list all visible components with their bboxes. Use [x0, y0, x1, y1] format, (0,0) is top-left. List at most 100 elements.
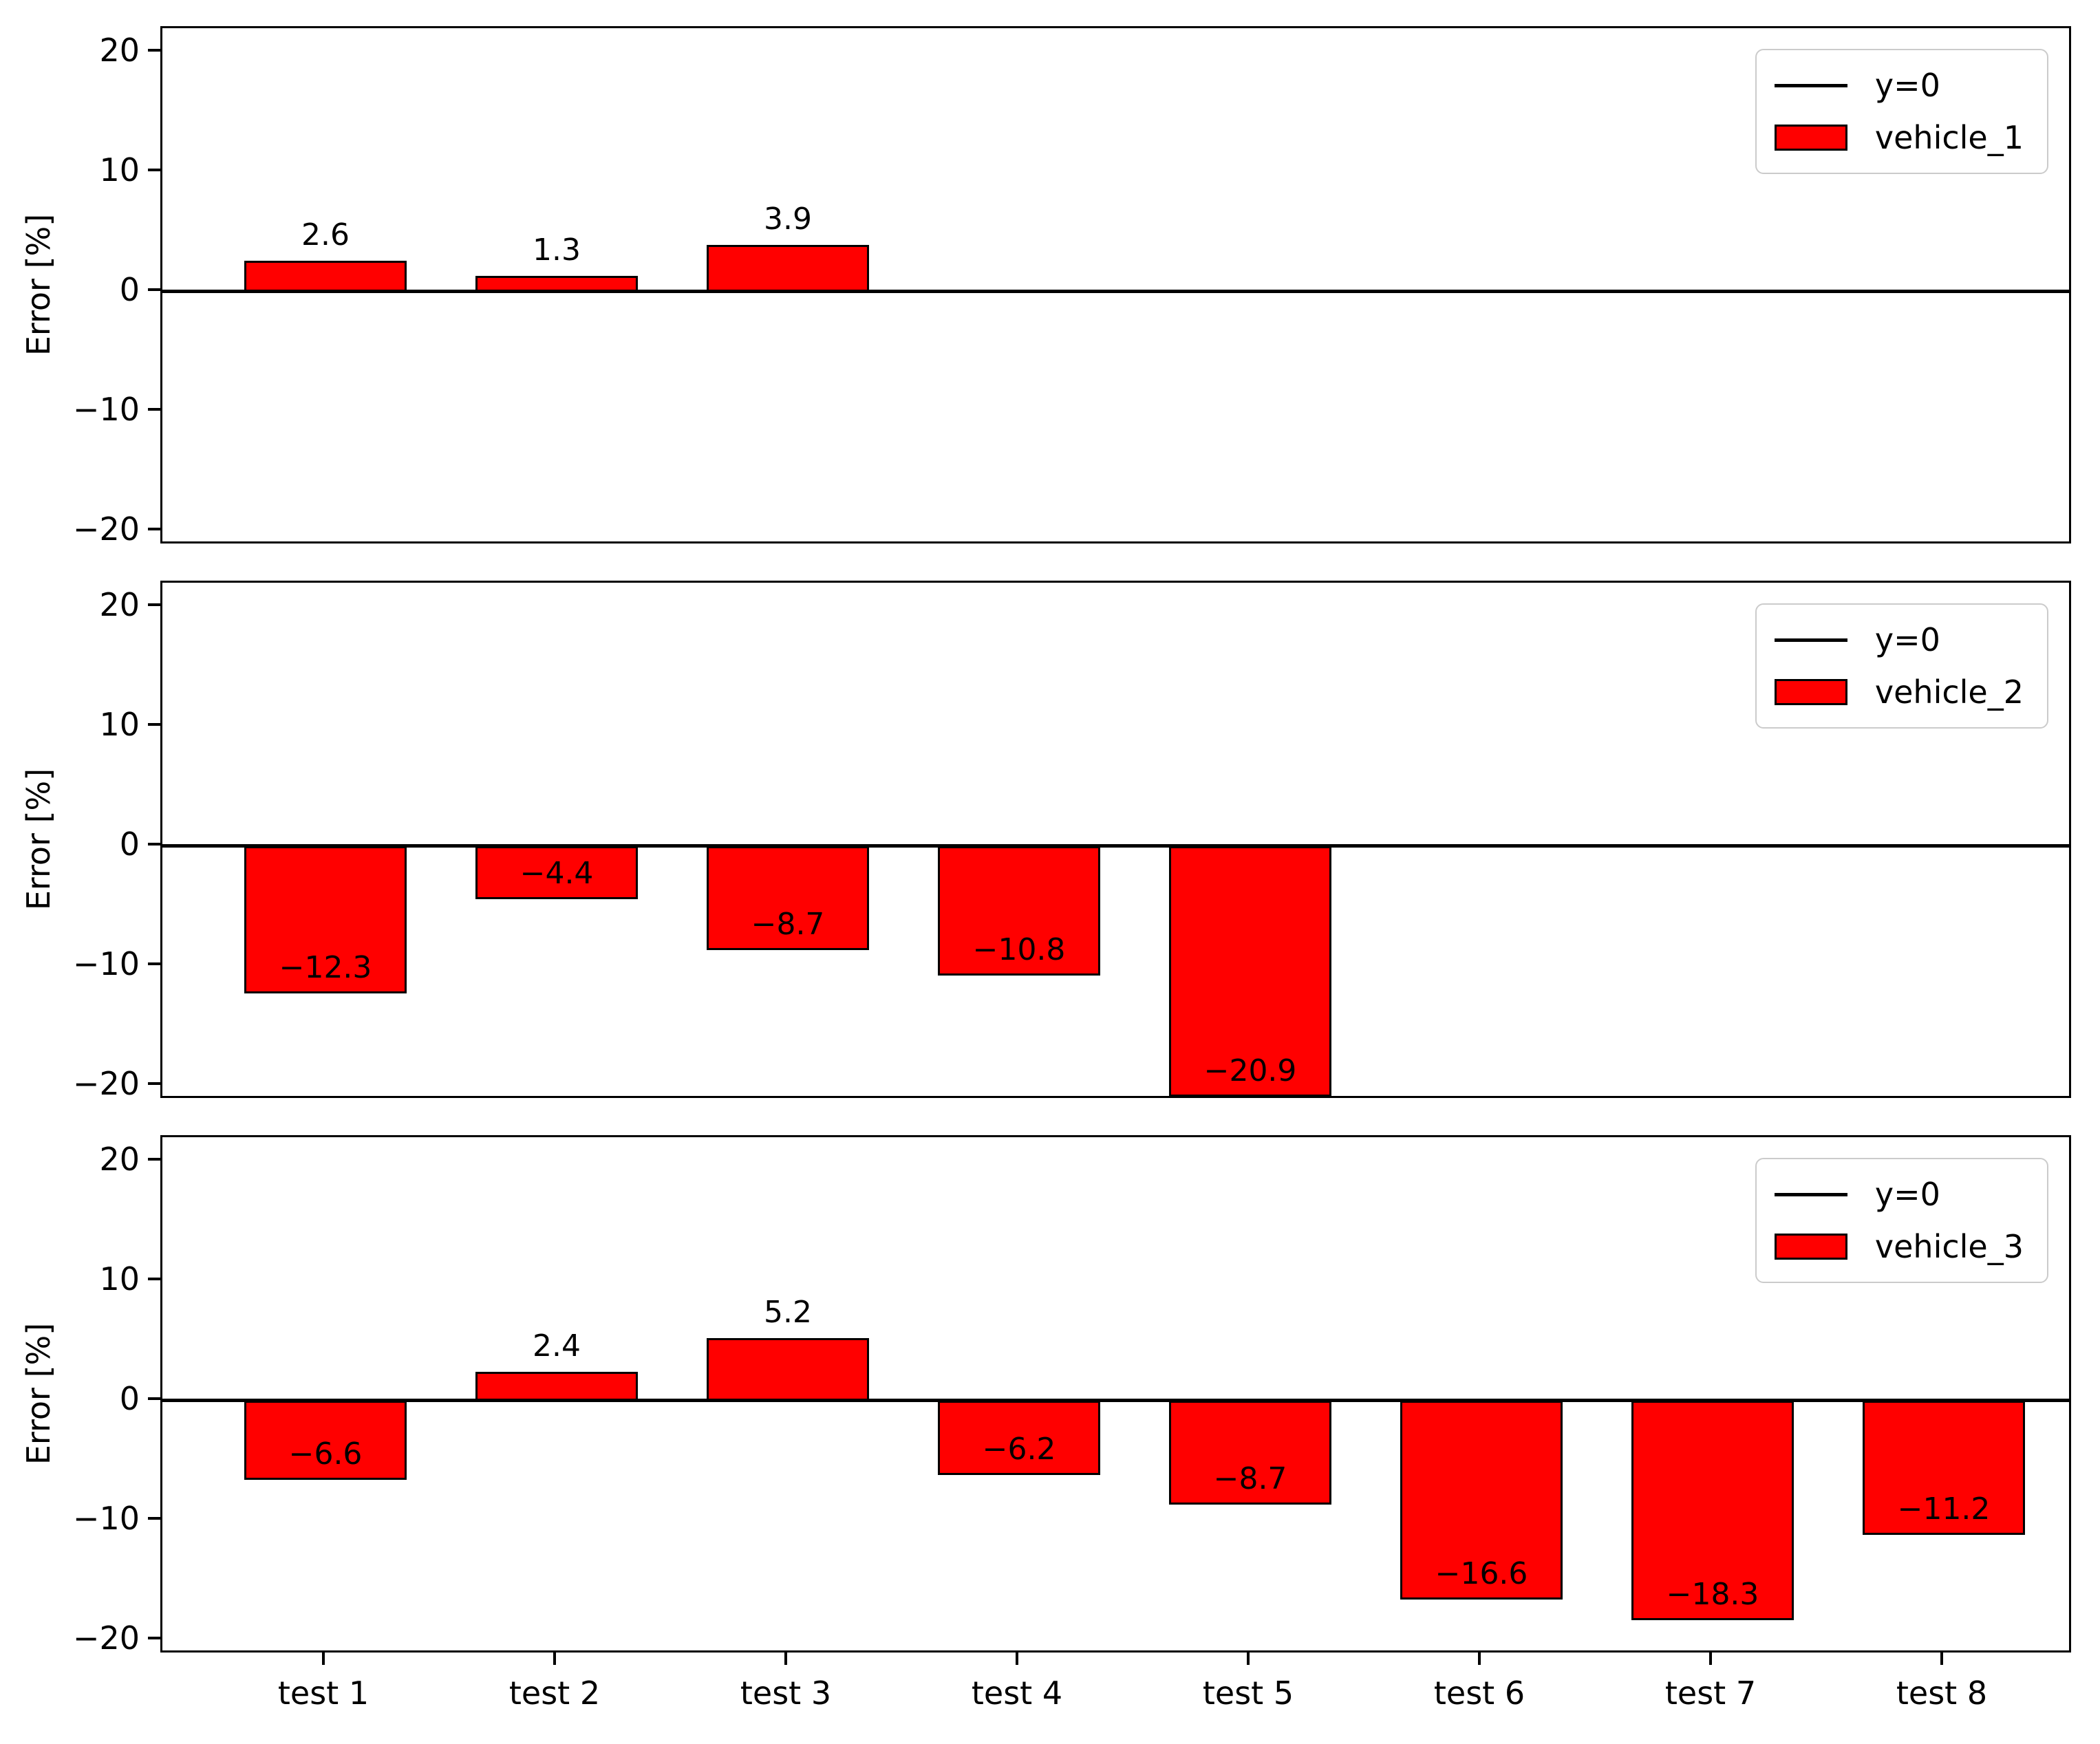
bar-test-2 [475, 1372, 638, 1401]
y-tick-label: 20 [99, 31, 140, 69]
y-tick-label: −10 [72, 1500, 140, 1538]
bar-test-2 [475, 846, 638, 899]
y-tick-mark [148, 168, 160, 171]
legend-row-vehicle-3: vehicle_3 [1774, 1227, 2024, 1267]
bar-test-3 [707, 846, 869, 951]
bar-value-label: −20.9 [1203, 1053, 1297, 1088]
bar-value-label: −12.3 [279, 950, 372, 986]
legend-line-swatch [1774, 638, 1847, 642]
bar-test-4 [938, 1400, 1100, 1475]
zero-line [162, 844, 2069, 848]
bar-value-label: 2.6 [301, 217, 350, 252]
x-tick-label: test 1 [277, 1675, 369, 1712]
y-tick-mark [148, 1277, 160, 1280]
bar-value-label: −8.7 [751, 907, 825, 943]
x-tick-label: test 6 [1433, 1675, 1525, 1712]
bar-value-label: −18.3 [1666, 1576, 1759, 1612]
bar-value-label: 1.3 [533, 233, 581, 268]
legend-label: vehicle_1 [1874, 119, 2024, 156]
x-tick-label: test 2 [508, 1675, 601, 1712]
y-tick-label: −10 [72, 391, 140, 429]
legend-row-vehicle-1: vehicle_1 [1774, 118, 2024, 158]
legend-row-y-0: y=0 [1774, 1174, 2024, 1214]
legend-patch-swatch [1774, 125, 1847, 151]
y-tick-label: −20 [72, 510, 140, 548]
subplot-vehicle_2: Error [%] 20 10 0 −10 −20 −12.3 −4.4 −8.7 −10.8 −2… [0, 581, 2100, 1103]
legend-patch-swatch [1774, 679, 1847, 705]
legend-line-swatch [1774, 83, 1847, 87]
bar-value-label: −6.6 [288, 1436, 363, 1472]
bar-value-label: 5.2 [764, 1295, 812, 1331]
legend: y=0 vehicle_3 [1755, 1158, 2048, 1283]
legend-label: y=0 [1874, 621, 1940, 658]
legend-row-y-0: y=0 [1774, 65, 2024, 105]
x-tick-label: test 4 [971, 1675, 1063, 1712]
bar-value-label: 3.9 [764, 202, 812, 237]
bar-test-7 [1631, 1400, 1794, 1620]
zero-line [162, 1399, 2069, 1403]
bar-test-3 [707, 1338, 869, 1401]
bar-test-3 [707, 245, 869, 292]
legend-row-y-0: y=0 [1774, 620, 2024, 660]
legend-label: y=0 [1874, 1176, 1940, 1213]
y-tick-label: −20 [72, 1619, 140, 1657]
y-tick-label: 0 [119, 1379, 140, 1417]
plot-area: 2.6 1.3 3.9 y=0 vehicle_1 [160, 26, 2071, 543]
x-tick-label: test 8 [1896, 1675, 1988, 1712]
bar-test-5 [1169, 846, 1331, 1097]
x-tick-mark [1478, 1653, 1481, 1665]
x-tick-mark [784, 1653, 787, 1665]
x-tick-label: test 5 [1202, 1675, 1294, 1712]
bar-test-5 [1169, 1400, 1331, 1505]
legend-row-vehicle-2: vehicle_2 [1774, 672, 2024, 712]
y-tick-label: 10 [99, 151, 140, 189]
bar-value-label: −16.6 [1435, 1555, 1528, 1591]
legend: y=0 vehicle_2 [1755, 603, 2048, 729]
y-tick-label: −10 [72, 945, 140, 983]
x-tick-mark [322, 1653, 325, 1665]
subplot-vehicle_1: Error [%] 20 10 0 −10 −20 2.6 1.3 3.9 y=0 vehicle_… [0, 26, 2100, 547]
legend-label: vehicle_3 [1874, 1228, 2024, 1265]
legend-patch-swatch [1774, 1234, 1847, 1260]
bar-test-1 [244, 846, 407, 994]
y-tick-mark [148, 408, 160, 411]
bar-test-4 [938, 846, 1100, 976]
y-tick-label: 0 [119, 270, 140, 308]
y-tick-label: 20 [99, 585, 140, 623]
legend-label: y=0 [1874, 67, 1940, 104]
y-tick-mark [148, 1082, 160, 1086]
legend-line-swatch [1774, 1192, 1847, 1196]
y-tick-mark [148, 962, 160, 966]
x-tick-mark [1709, 1653, 1712, 1665]
y-tick-mark [148, 528, 160, 531]
y-tick-label: 20 [99, 1140, 140, 1178]
y-tick-mark [148, 1157, 160, 1161]
y-tick-label: 0 [119, 825, 140, 863]
x-tick-mark [1247, 1653, 1250, 1665]
y-tick-label: 10 [99, 1260, 140, 1298]
subplot-vehicle_3: Error [%] 20 10 0 −10 −20 −6.6 2.4 5.2 −6.2 −8.7 −1… [0, 1135, 2100, 1712]
bar-value-label: −8.7 [1213, 1461, 1287, 1497]
bar-value-label: −4.4 [519, 855, 594, 891]
x-tick-mark [1940, 1653, 1943, 1665]
bar-test-2 [475, 276, 638, 292]
bar-test-6 [1400, 1400, 1563, 1600]
y-tick-label: 10 [99, 705, 140, 743]
plot-area: −12.3 −4.4 −8.7 −10.8 −20.9 y=0 vehicle_2 [160, 581, 2071, 1098]
bar-value-label: −10.8 [972, 932, 1066, 967]
y-tick-mark [148, 722, 160, 726]
x-tick-label: test 7 [1664, 1675, 1757, 1712]
legend-label: vehicle_2 [1874, 674, 2024, 711]
y-tick-mark [148, 1637, 160, 1640]
x-tick-mark [1016, 1653, 1018, 1665]
y-tick-mark [148, 1397, 160, 1400]
bar-test-1 [244, 260, 407, 292]
y-tick-mark [148, 603, 160, 606]
plot-area: −6.6 2.4 5.2 −6.2 −8.7 −16.6 −18.3 −11.2 y=0 vehi… [160, 1135, 2071, 1653]
bar-value-label: 2.4 [533, 1328, 581, 1364]
zero-line [162, 290, 2069, 294]
x-tick-label: test 3 [740, 1675, 832, 1712]
y-tick-mark [148, 842, 160, 846]
y-tick-label: −20 [72, 1065, 140, 1103]
